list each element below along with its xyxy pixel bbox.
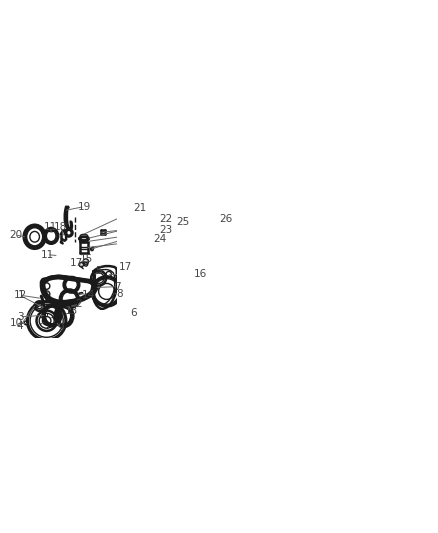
Text: 18: 18 bbox=[54, 222, 67, 232]
Text: 9: 9 bbox=[57, 323, 64, 333]
Text: 19: 19 bbox=[78, 201, 91, 212]
Text: 24: 24 bbox=[153, 233, 166, 244]
Text: 10: 10 bbox=[10, 318, 23, 328]
Text: 26: 26 bbox=[219, 214, 233, 224]
Text: 4: 4 bbox=[17, 321, 23, 331]
Text: 17: 17 bbox=[119, 262, 132, 272]
Text: 25: 25 bbox=[176, 217, 189, 227]
Text: 1: 1 bbox=[18, 290, 25, 301]
Text: 23: 23 bbox=[159, 225, 173, 235]
Text: 2: 2 bbox=[75, 299, 82, 309]
Text: 14: 14 bbox=[81, 289, 95, 300]
Text: 21: 21 bbox=[133, 203, 147, 213]
Text: 7: 7 bbox=[114, 281, 120, 292]
Text: 11: 11 bbox=[43, 222, 57, 232]
Text: 16: 16 bbox=[193, 269, 207, 279]
Text: 15: 15 bbox=[80, 254, 93, 264]
Text: 5: 5 bbox=[95, 266, 102, 277]
Text: 11: 11 bbox=[41, 249, 54, 260]
Text: 17: 17 bbox=[70, 259, 83, 269]
Text: 20: 20 bbox=[9, 230, 22, 240]
Text: 22: 22 bbox=[159, 214, 173, 224]
Text: 6: 6 bbox=[131, 308, 137, 318]
Text: 13: 13 bbox=[65, 306, 78, 317]
Text: 8: 8 bbox=[116, 289, 123, 299]
Text: 12: 12 bbox=[14, 290, 27, 301]
Text: 3: 3 bbox=[17, 312, 23, 322]
